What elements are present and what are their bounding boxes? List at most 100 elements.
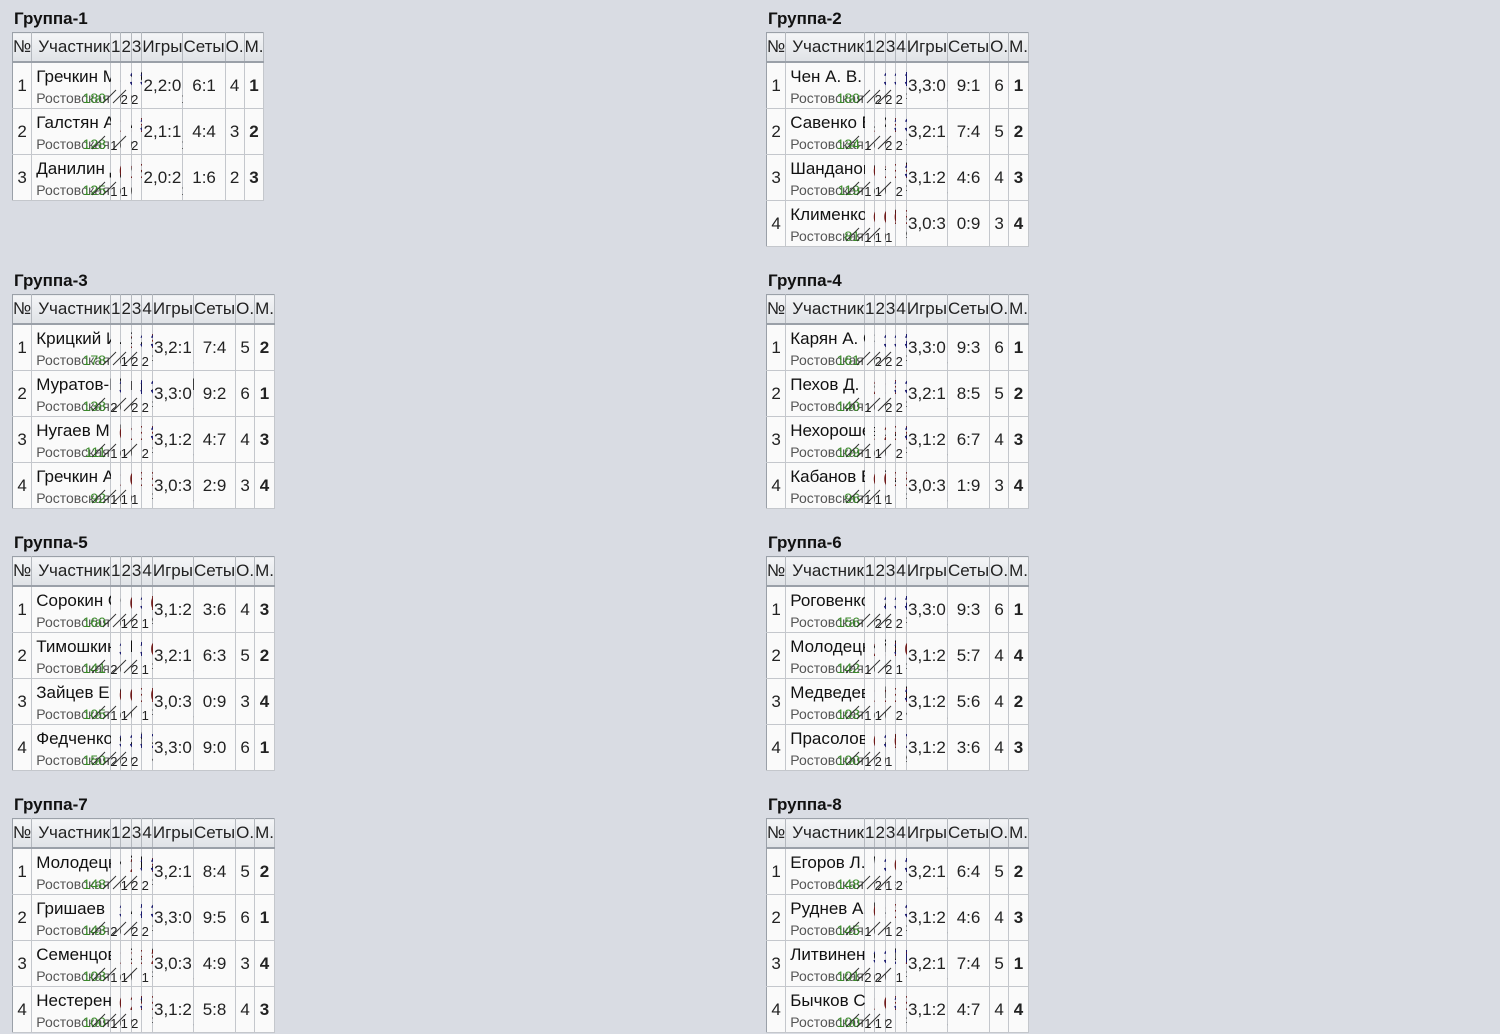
header-sets[interactable]: Сеты xyxy=(947,818,991,849)
header-opponent-3[interactable]: 3 xyxy=(131,32,143,63)
header-place[interactable]: М. xyxy=(254,556,275,587)
header-opponent-4[interactable]: 4 xyxy=(141,294,153,325)
header-points[interactable]: О. xyxy=(235,556,256,587)
header-games[interactable]: Игры xyxy=(152,556,194,587)
header-num[interactable]: № xyxy=(12,818,33,849)
header-opponent-1[interactable]: 1 xyxy=(864,294,876,325)
match-result-cell[interactable]: 3:12 xyxy=(123,324,179,371)
header-participant[interactable]: Участник xyxy=(785,32,865,63)
header-opponent-4[interactable]: 4 xyxy=(895,294,907,325)
header-place[interactable]: М. xyxy=(1008,32,1029,63)
match-result-cell[interactable]: 0:31 xyxy=(123,678,178,725)
match-result-cell[interactable]: 3:12 xyxy=(123,416,179,463)
header-num[interactable]: № xyxy=(12,556,33,587)
match-result-cell[interactable]: 3:22 xyxy=(113,986,169,1033)
match-result-cell[interactable]: 3:12 xyxy=(113,108,169,155)
participant-name[interactable]: Пехов Д. В. xyxy=(790,375,881,394)
header-points[interactable]: О. xyxy=(989,818,1010,849)
match-result-cell[interactable]: 0:31 xyxy=(867,724,922,771)
header-opponent-2[interactable]: 2 xyxy=(120,818,132,849)
header-opponent-4[interactable]: 4 xyxy=(895,32,907,63)
header-opponent-4[interactable]: 4 xyxy=(141,556,153,587)
header-opponent-3[interactable]: 3 xyxy=(885,818,897,849)
participant-cell[interactable]: Роговенко А. В.Ростовская обл., Ростов…1… xyxy=(785,586,962,633)
header-opponent-1[interactable]: 1 xyxy=(110,294,122,325)
match-result-cell[interactable]: 3:02 xyxy=(113,62,169,109)
match-result-cell[interactable]: 1:31 xyxy=(102,154,157,201)
participant-cell[interactable]: Егоров Л. Л.Ростовская область, Ро…148 xyxy=(785,848,958,895)
match-result-cell[interactable]: 3:12 xyxy=(877,848,933,895)
header-opponent-2[interactable]: 2 xyxy=(120,32,132,63)
header-points[interactable]: О. xyxy=(225,32,245,63)
match-result-cell[interactable]: 3:02 xyxy=(877,154,933,201)
header-place[interactable]: М. xyxy=(254,818,275,849)
header-points[interactable]: О. xyxy=(989,294,1010,325)
match-result-cell[interactable]: 3:02 xyxy=(877,108,933,155)
header-opponent-2[interactable]: 2 xyxy=(874,294,886,325)
header-opponent-2[interactable]: 2 xyxy=(120,294,132,325)
participant-cell[interactable]: Тимошкин И. А.Ростовская обл., Ростов…14… xyxy=(31,632,208,679)
participant-name[interactable]: Чен А. В. xyxy=(790,67,862,86)
header-opponent-2[interactable]: 2 xyxy=(874,32,886,63)
header-participant[interactable]: Участник xyxy=(31,556,111,587)
match-result-cell[interactable]: 3:12 xyxy=(877,416,933,463)
participant-cell[interactable]: Гречкин М. Ю.Ростовская обл., Ростов…180 xyxy=(31,62,208,109)
header-points[interactable]: О. xyxy=(235,294,256,325)
header-num[interactable]: № xyxy=(766,556,787,587)
header-opponent-1[interactable]: 1 xyxy=(110,556,122,587)
header-opponent-3[interactable]: 3 xyxy=(131,294,143,325)
match-result-cell[interactable]: 0:31 xyxy=(867,200,922,247)
match-result-cell[interactable]: 3:02 xyxy=(877,370,933,417)
header-place[interactable]: М. xyxy=(254,294,275,325)
match-result-cell[interactable]: 1:31 xyxy=(113,462,168,509)
header-points[interactable]: О. xyxy=(989,32,1010,63)
header-opponent-2[interactable]: 2 xyxy=(874,556,886,587)
match-result-cell[interactable]: 3:12 xyxy=(867,986,923,1033)
match-result-cell[interactable]: 3:02 xyxy=(113,724,169,771)
header-opponent-1[interactable]: 1 xyxy=(864,818,876,849)
header-num[interactable]: № xyxy=(766,32,787,63)
header-place[interactable]: М. xyxy=(1008,818,1029,849)
header-opponent-1[interactable]: 1 xyxy=(110,818,122,849)
match-result-cell[interactable]: 2:31 xyxy=(123,940,178,987)
header-opponent-3[interactable]: 3 xyxy=(885,556,897,587)
header-participant[interactable]: Участник xyxy=(785,294,865,325)
match-result-cell[interactable]: 3:02 xyxy=(877,586,933,633)
header-points[interactable]: О. xyxy=(989,556,1010,587)
header-participant[interactable]: Участник xyxy=(31,294,111,325)
match-result-cell[interactable]: 3:02 xyxy=(123,848,179,895)
header-opponent-3[interactable]: 3 xyxy=(131,818,143,849)
header-games[interactable]: Игры xyxy=(141,32,184,63)
header-opponent-1[interactable]: 1 xyxy=(864,32,876,63)
match-result-cell[interactable]: 3:02 xyxy=(877,678,933,725)
match-result-cell[interactable]: 3:02 xyxy=(877,324,933,371)
header-num[interactable]: № xyxy=(766,294,787,325)
header-num[interactable]: № xyxy=(766,818,787,849)
header-sets[interactable]: Сеты xyxy=(193,294,237,325)
header-opponent-4[interactable]: 4 xyxy=(895,556,907,587)
match-result-cell[interactable]: 1:31 xyxy=(877,940,932,987)
match-result-cell[interactable]: 0:31 xyxy=(123,632,178,679)
header-opponent-3[interactable]: 3 xyxy=(131,556,143,587)
header-sets[interactable]: Сеты xyxy=(193,556,237,587)
